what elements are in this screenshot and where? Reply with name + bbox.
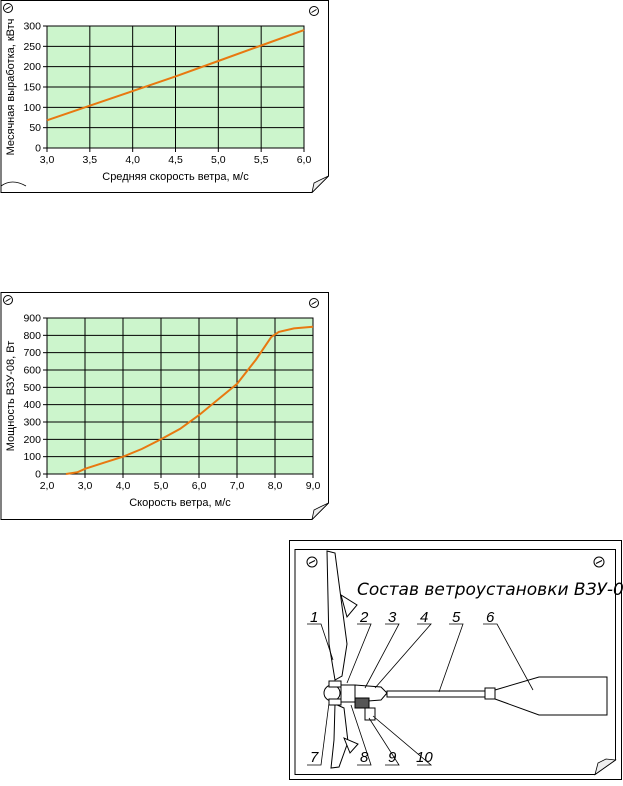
plot-area xyxy=(46,317,314,475)
generator xyxy=(340,684,356,703)
y-tick-label: 400 xyxy=(23,399,41,411)
y-tick-label: 0 xyxy=(35,469,41,481)
series-line xyxy=(65,325,314,475)
y-axis-label: Мощность ВЗУ-08, Вт xyxy=(5,341,17,451)
curled-corner-icon xyxy=(311,502,329,521)
x-tick-label: 9,0 xyxy=(306,480,321,492)
tail-vane xyxy=(494,676,608,716)
callout-9: 9 xyxy=(388,749,397,766)
chart-monthly-output-card: 3,0 3,5 4,0 4,5 5,0 5,5 6,0 0 50 100 150 200 250 300 С… xyxy=(0,0,330,194)
y-tick-label: 800 xyxy=(23,330,41,342)
callout-6: 6 xyxy=(486,609,495,626)
x-tick-label: 5,5 xyxy=(254,154,269,166)
y-tick-label: 50 xyxy=(29,122,41,134)
curled-corner-icon xyxy=(594,758,617,776)
x-tick-label: 8,0 xyxy=(268,480,283,492)
x-tick-label: 5,0 xyxy=(154,480,169,492)
callout-3: 3 xyxy=(388,609,397,626)
series-line xyxy=(46,29,305,122)
lower-blade xyxy=(330,703,349,769)
tail-boom xyxy=(386,690,488,698)
x-tick-label: 3,0 xyxy=(78,480,93,492)
monthly-output-chart: 3,0 3,5 4,0 4,5 5,0 5,5 6,0 0 50 100 150 200 250 300 С… xyxy=(0,0,329,194)
curled-corner-icon-left xyxy=(0,181,27,187)
y-tick-label: 100 xyxy=(23,451,41,463)
power-curve-chart: 2,0 3,0 4,0 5,0 6,0 7,0 8,0 9,0 0 100 200 300 400 500… xyxy=(0,292,329,521)
x-tick-label: 2,0 xyxy=(40,480,55,492)
diagram-title: Состав ветроустановки ВЗУ-08 xyxy=(357,580,623,600)
callout-1: 1 xyxy=(310,609,318,626)
y-tick-label: 200 xyxy=(23,61,41,73)
turbine-diagram: Состав ветроустановки ВЗУ-08 xyxy=(289,540,623,780)
y-tick-label: 150 xyxy=(23,82,41,94)
y-tick-label: 100 xyxy=(23,102,41,114)
callout-7: 7 xyxy=(310,749,319,766)
x-tick-label: 3,0 xyxy=(40,154,55,166)
x-tick-label: 6,0 xyxy=(297,154,312,166)
leader-lines-top xyxy=(307,623,534,766)
callout-labels: 1 2 3 4 5 6 7 8 9 10 xyxy=(310,609,495,766)
x-tick-label: 4,0 xyxy=(125,154,140,166)
x-tick-label: 4,0 xyxy=(116,480,131,492)
callout-8: 8 xyxy=(360,749,369,766)
x-tick-label: 6,0 xyxy=(192,480,207,492)
x-tick-label: 4,5 xyxy=(168,154,183,166)
callout-4: 4 xyxy=(420,609,428,626)
callout-2: 2 xyxy=(359,609,369,626)
y-tick-label: 900 xyxy=(23,313,41,325)
x-axis-label: Средняя скорость ветра, м/с xyxy=(102,171,249,183)
upper-blade xyxy=(326,550,348,681)
turbine-composition-card: Состав ветроустановки ВЗУ-08 xyxy=(289,540,623,781)
callout-5: 5 xyxy=(452,609,461,626)
y-tick-label: 200 xyxy=(23,434,41,446)
y-tick-label: 0 xyxy=(35,143,41,155)
x-axis-label: Скорость ветра, м/с xyxy=(129,497,231,509)
y-tick-label: 300 xyxy=(23,21,41,33)
x-tick-label: 7,0 xyxy=(230,480,245,492)
y-tick-label: 250 xyxy=(23,41,41,53)
curled-corner-icon xyxy=(311,175,329,194)
y-tick-label: 700 xyxy=(23,347,41,359)
y-tick-label: 600 xyxy=(23,365,41,377)
x-tick-label: 3,5 xyxy=(83,154,98,166)
chart-power-card: 2,0 3,0 4,0 5,0 6,0 7,0 8,0 9,0 0 100 200 300 400 500… xyxy=(0,292,330,521)
x-tick-label: 5,0 xyxy=(211,154,226,166)
y-tick-label: 500 xyxy=(23,382,41,394)
callout-10: 10 xyxy=(416,749,433,766)
y-axis-label: Месячная выработка, кВтч xyxy=(5,19,17,156)
y-tick-label: 300 xyxy=(23,417,41,429)
